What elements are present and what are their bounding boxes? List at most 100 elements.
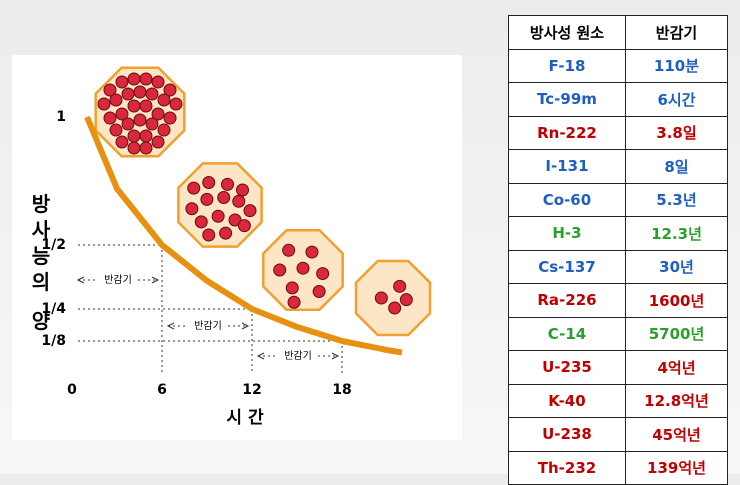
table-row: U-235 4억년 bbox=[508, 350, 729, 385]
decay-curve bbox=[84, 115, 403, 356]
element-cell: H-3 bbox=[508, 216, 626, 251]
atom bbox=[282, 243, 296, 257]
atom bbox=[228, 213, 242, 227]
annotation: 반감기 bbox=[284, 350, 312, 362]
half-life-cell: 139억년 bbox=[624, 450, 729, 485]
atom bbox=[133, 113, 147, 127]
atom-illustrations bbox=[94, 66, 432, 337]
x-tick-label: 0 bbox=[67, 382, 77, 398]
atom bbox=[285, 281, 299, 295]
element-cell: U-235 bbox=[508, 350, 626, 385]
x-axis-label: 시 간 bbox=[226, 408, 264, 428]
y-tick-label: 1/2 bbox=[41, 237, 66, 253]
atom bbox=[133, 85, 147, 99]
atom bbox=[121, 117, 135, 131]
element-cell: K-40 bbox=[508, 383, 626, 418]
atom bbox=[194, 215, 208, 229]
atom bbox=[109, 93, 123, 107]
atom bbox=[374, 291, 388, 305]
half-life-cell: 4억년 bbox=[624, 350, 729, 385]
element-cell: C-14 bbox=[508, 316, 626, 351]
y-tick-label: 1 bbox=[56, 109, 66, 125]
atom bbox=[273, 263, 287, 277]
atom bbox=[115, 75, 129, 89]
table-row: I-131 8일 bbox=[508, 149, 729, 184]
table-row: Ra-226 1600년 bbox=[508, 283, 729, 318]
atom bbox=[103, 83, 117, 97]
half-life-cell: 5.3년 bbox=[624, 182, 729, 217]
y-tick-label: 1/8 bbox=[41, 333, 66, 349]
atom bbox=[200, 192, 214, 206]
element-cell: Tc-99m bbox=[508, 82, 626, 117]
atom bbox=[163, 83, 177, 97]
table-row: Th-232 139억년 bbox=[508, 450, 729, 485]
atom bbox=[232, 194, 246, 208]
element-cell: Co-60 bbox=[508, 182, 626, 217]
table-row: U-238 45억년 bbox=[508, 417, 729, 452]
half-life-cell: 45억년 bbox=[624, 417, 729, 452]
x-tick-label: 6 bbox=[157, 382, 167, 398]
table-row: Rn-222 3.8일 bbox=[508, 115, 729, 150]
half-life-cell: 12.8억년 bbox=[624, 383, 729, 418]
atom bbox=[151, 107, 165, 121]
table-row: K-40 12.8억년 bbox=[508, 383, 729, 418]
annotation-bg bbox=[98, 272, 138, 288]
atom bbox=[237, 219, 251, 233]
half-life-table: 방사성 원소 반감기 F-18 110분 Tc-99m 6시간 Rn-222 3.8일 I-13… bbox=[508, 15, 729, 485]
atom bbox=[287, 295, 301, 309]
atom bbox=[243, 204, 257, 218]
annotation-bg bbox=[278, 348, 318, 364]
atom bbox=[236, 183, 249, 197]
atom bbox=[312, 285, 326, 298]
atom bbox=[388, 301, 402, 315]
atom bbox=[296, 261, 310, 275]
element-cell: I-131 bbox=[508, 149, 626, 184]
half-life-cell: 3.8일 bbox=[624, 115, 729, 150]
atom bbox=[115, 135, 129, 149]
atom bbox=[163, 111, 177, 125]
y-tick-label: 1/4 bbox=[41, 301, 66, 317]
table-row: Co-60 5.3년 bbox=[508, 182, 729, 217]
header-cell: 반감기 bbox=[624, 15, 729, 50]
atom bbox=[202, 228, 216, 242]
annotation-bg bbox=[188, 318, 228, 334]
half-life-cell: 6시간 bbox=[624, 82, 729, 117]
table-row: Tc-99m 6시간 bbox=[508, 82, 729, 117]
half-life-cell: 110분 bbox=[624, 48, 729, 83]
atom bbox=[157, 93, 171, 107]
annotation: 반감기 bbox=[194, 320, 222, 332]
atom bbox=[139, 72, 153, 86]
atom bbox=[115, 107, 129, 121]
atom bbox=[127, 129, 141, 143]
atom bbox=[145, 87, 159, 101]
atom bbox=[211, 209, 225, 223]
header-cell: 방사성 원소 bbox=[508, 15, 626, 50]
atom bbox=[187, 181, 201, 195]
half-life-cell: 5700년 bbox=[624, 316, 729, 351]
table-row: C-14 5700년 bbox=[508, 316, 729, 351]
element-cell: Cs-137 bbox=[508, 249, 626, 284]
half-life-cell: 30년 bbox=[624, 249, 729, 284]
table-row: H-3 12.3년 bbox=[508, 216, 729, 251]
table-row: Cs-137 30년 bbox=[508, 249, 729, 284]
half-life-cell: 12.3년 bbox=[624, 216, 729, 251]
atom bbox=[103, 111, 117, 125]
atom bbox=[127, 72, 141, 86]
atom bbox=[169, 97, 183, 111]
x-tick-label: 18 bbox=[332, 382, 351, 398]
half-life-cell: 1600년 bbox=[624, 283, 729, 318]
header-row: 방사성 원소 반감기 bbox=[508, 15, 729, 50]
atom bbox=[305, 245, 319, 259]
arrow-head bbox=[256, 352, 340, 360]
atom bbox=[185, 202, 199, 216]
atom bbox=[221, 177, 234, 191]
arrow-head bbox=[166, 322, 250, 330]
atom bbox=[139, 129, 153, 143]
atom bbox=[202, 176, 216, 189]
element-cell: Rn-222 bbox=[508, 115, 626, 150]
atom bbox=[399, 293, 413, 307]
atom bbox=[219, 226, 233, 240]
element-cell: Th-232 bbox=[508, 450, 626, 485]
atom-box bbox=[354, 259, 432, 337]
